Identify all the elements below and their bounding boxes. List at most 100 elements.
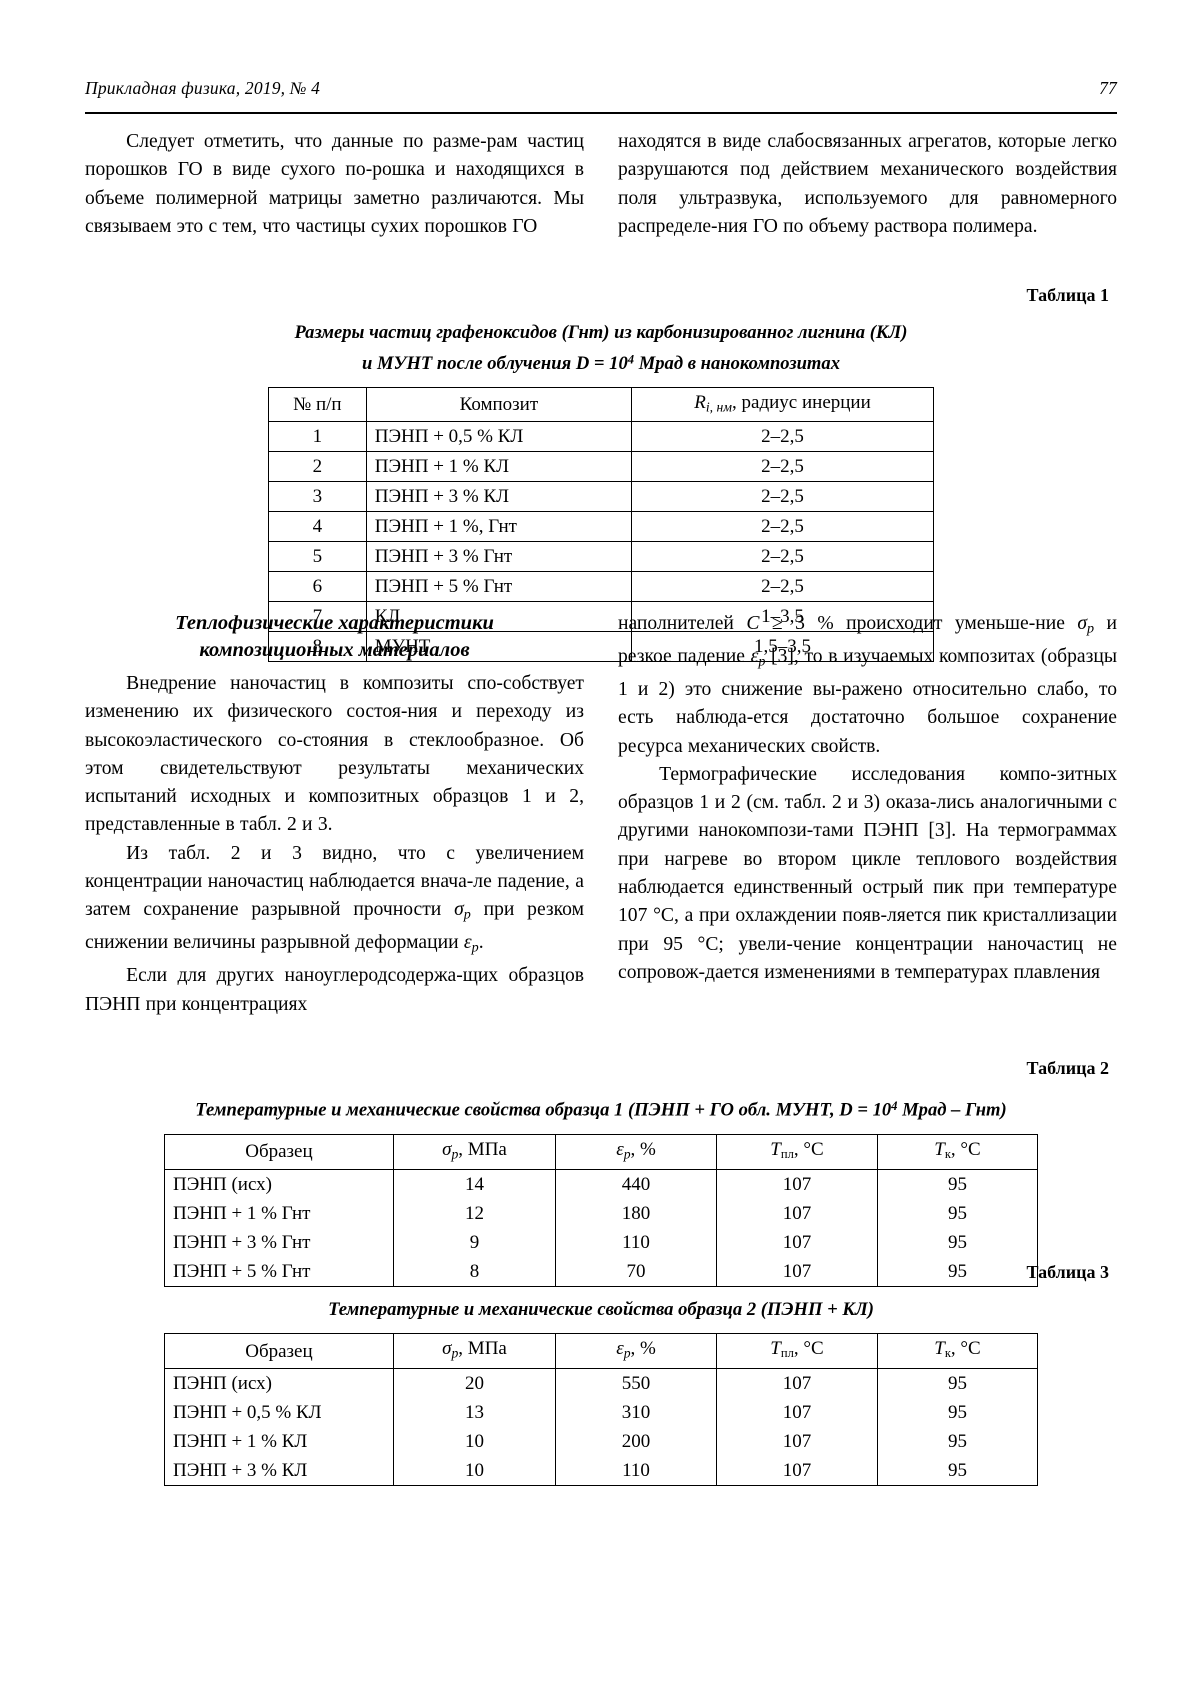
table-1-number: Таблица 1 [1026, 285, 1109, 305]
table-3-header-row: Образец σp, МПа εp, % Tпл, °C Tк, °C [164, 1333, 1039, 1369]
table-2-header-tmelt: Tпл, °C [716, 1133, 878, 1170]
cell-epsilon: 440 [555, 1169, 717, 1199]
paragraph-thermography: Термографические исследования компо-зитн… [618, 763, 1117, 983]
table-2-number: Таблица 2 [1026, 1058, 1109, 1078]
cell-tcryst: 95 [876, 1427, 1039, 1456]
cell-epsilon: 550 [555, 1368, 717, 1398]
cell-sample: ПЭНП (исх) [164, 1169, 394, 1199]
table-row: 5 ПЭНП + 3 % Гнт 2–2,5 [268, 541, 934, 573]
cell-epsilon: 200 [555, 1427, 717, 1456]
cell-tmelt: 107 [716, 1427, 878, 1456]
cell-number: 3 [268, 481, 367, 513]
section-heading: Теплофизические характеристики композици… [85, 610, 584, 664]
table-3-body: ПЭНП (исх) 20 550 107 95 ПЭНП + 0,5 % КЛ 13 31… [164, 1368, 1039, 1486]
table-row: ПЭНП + 3 % КЛ 10 110 107 95 [164, 1456, 1039, 1486]
cell-composite: ПЭНП + 3 % Гнт [365, 541, 633, 573]
cell-sample: ПЭНП + 0,5 % КЛ [164, 1398, 394, 1427]
cell-composite: ПЭНП + 1 %, Гнт [365, 511, 633, 543]
table-row: ПЭНП + 5 % Гнт 8 70 107 95 [164, 1256, 1039, 1287]
section-heading-line1: Теплофизические характеристики [175, 612, 494, 634]
table-3-header-sigma: σp, МПа [392, 1333, 557, 1369]
cell-epsilon: 110 [555, 1456, 717, 1486]
cell-sigma: 20 [392, 1368, 557, 1398]
table-2-header-epsilon: εp, % [555, 1133, 717, 1170]
cell-number: 4 [268, 511, 367, 543]
table-row: 4 ПЭНП + 1 %, Гнт 2–2,5 [268, 511, 934, 543]
table-2: Образец σp, МПа εp, % Tпл, °C Tк, °C ПЭН… [164, 1133, 1039, 1287]
table-1-header-row: № п/п Композит Ri, нм, радиус инерции [268, 386, 934, 423]
table-3-block: Таблица 3 Температурные и механические с… [85, 1262, 1117, 1486]
cell-epsilon: 180 [555, 1198, 717, 1228]
cell-tcryst: 95 [876, 1198, 1039, 1228]
table-3-header-sample: Образец [164, 1333, 394, 1369]
cell-radius: 2–2,5 [631, 511, 934, 543]
paragraph-implant: Внедрение наночастиц в композиты спо-соб… [85, 673, 584, 836]
cell-radius: 1,5–3,5 [631, 631, 934, 663]
table-2-header-sigma: σp, МПа [392, 1133, 557, 1170]
table-1-block: Таблица 1 Размеры частиц графеноксидов (… [85, 285, 1117, 663]
paragraph-other-samples: Если для других наноуглеродсодержа-щих о… [85, 965, 584, 1015]
cell-tcryst: 95 [876, 1227, 1039, 1257]
cell-tcryst: 95 [876, 1256, 1039, 1287]
table-1-caption-line1: Размеры частиц графеноксидов (Гнт) из ка… [294, 322, 908, 343]
cell-number: 1 [268, 421, 367, 453]
table-row: ПЭНП + 1 % КЛ 10 200 107 95 [164, 1427, 1039, 1456]
table-3-number: Таблица 3 [1026, 1262, 1109, 1282]
table-row: ПЭНП + 0,5 % КЛ 13 310 107 95 [164, 1398, 1039, 1427]
cell-tcryst: 95 [876, 1398, 1039, 1427]
cell-sigma: 8 [392, 1256, 557, 1287]
cell-radius: 2–2,5 [631, 481, 934, 513]
table-row: 3 ПЭНП + 3 % КЛ 2–2,5 [268, 481, 934, 513]
cell-sample: ПЭНП (исх) [164, 1368, 394, 1398]
cell-tmelt: 107 [716, 1368, 878, 1398]
table-row: ПЭНП (исх) 20 550 107 95 [164, 1368, 1039, 1398]
table-3-header-tcryst: Tк, °C [876, 1333, 1039, 1369]
section-heading-line2: композиционных материалов [199, 639, 470, 661]
cell-sample: ПЭНП + 5 % Гнт [164, 1256, 394, 1287]
cell-tmelt: 107 [716, 1256, 878, 1287]
table-1-caption: Размеры частиц графеноксидов (Гнт) из ка… [85, 320, 1117, 377]
table-2-caption: Температурные и механические свойства об… [195, 1099, 1007, 1121]
table-row: 1 ПЭНП + 0,5 % КЛ 2–2,5 [268, 421, 934, 453]
table-row: ПЭНП + 1 % Гнт 12 180 107 95 [164, 1198, 1039, 1228]
table-1-header-radius: Ri, нм, радиус инерции [631, 386, 934, 423]
cell-epsilon: 110 [555, 1227, 717, 1257]
cell-tcryst: 95 [876, 1456, 1039, 1486]
column-right-middle: наполнителей C ≥ 3 % происходит уменьше-… [618, 610, 1117, 1019]
cell-tcryst: 95 [876, 1169, 1039, 1199]
table-3-header-epsilon: εp, % [555, 1333, 717, 1369]
table-3-caption: Температурные и механические свойства об… [328, 1299, 874, 1320]
column-left-top: Следует отметить, что данные по разме-ра… [85, 128, 584, 241]
paragraph-tables-23: Из табл. 2 и 3 видно, что с увеличением … [85, 842, 584, 956]
cell-sample: ПЭНП + 1 % Гнт [164, 1198, 394, 1228]
cell-radius: 2–2,5 [631, 571, 934, 603]
cell-number: 8 [268, 631, 367, 663]
table-2-header-row: Образец σp, МПа εp, % Tпл, °C Tк, °C [164, 1133, 1039, 1170]
journal-citation: Прикладная физика, 2019, № 4 [85, 78, 321, 98]
cell-sample: ПЭНП + 3 % Гнт [164, 1227, 394, 1257]
cell-sigma: 10 [392, 1456, 557, 1486]
cell-radius: 2–2,5 [631, 541, 934, 573]
table-row: ПЭНП + 3 % Гнт 9 110 107 95 [164, 1227, 1039, 1257]
paragraph-intro-left: Следует отметить, что данные по разме-ра… [85, 131, 584, 237]
cell-tmelt: 107 [716, 1198, 878, 1228]
table-1-header-composite: Композит [365, 386, 633, 423]
table-1-body: 1 ПЭНП + 0,5 % КЛ 2–2,5 2 ПЭНП + 1 % КЛ 2–2,… [268, 421, 934, 663]
header-rule [85, 112, 1117, 114]
cell-composite: ПЭНП + 1 % КЛ [365, 451, 633, 483]
table-3-header-tmelt: Tпл, °C [716, 1333, 878, 1369]
table-row: 2 ПЭНП + 1 % КЛ 2–2,5 [268, 451, 934, 483]
cell-radius: 2–2,5 [631, 421, 934, 453]
paragraph-intro-right: находятся в виде слабосвязанных агрегато… [618, 131, 1117, 237]
table-2-header-sample: Образец [164, 1133, 394, 1170]
table-2-header-tcryst: Tк, °C [876, 1133, 1039, 1170]
cell-sigma: 14 [392, 1169, 557, 1199]
cell-tmelt: 107 [716, 1227, 878, 1257]
body-columns-top: Следует отметить, что данные по разме-ра… [85, 128, 1117, 241]
table-2-body: ПЭНП (исх) 14 440 107 95 ПЭНП + 1 % Гнт 12 180… [164, 1169, 1039, 1287]
column-left-middle: Теплофизические характеристики композици… [85, 610, 584, 1019]
cell-tcryst: 95 [876, 1368, 1039, 1398]
table-row: 6 ПЭНП + 5 % Гнт 2–2,5 [268, 571, 934, 603]
